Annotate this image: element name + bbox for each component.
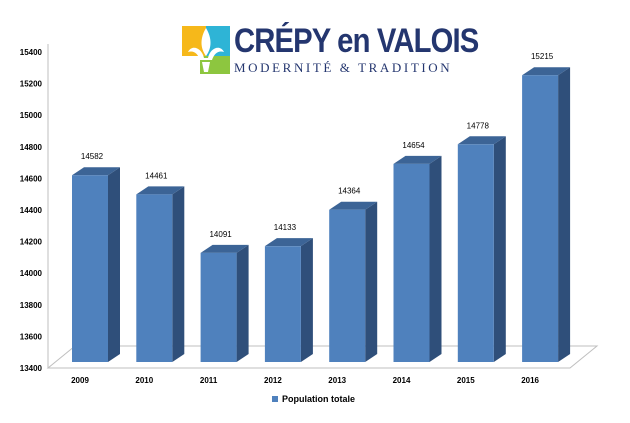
data-label: 14582 bbox=[81, 152, 104, 161]
y-tick-label: 14000 bbox=[20, 269, 43, 278]
data-label: 14364 bbox=[338, 187, 361, 196]
data-label: 14091 bbox=[209, 230, 232, 239]
fleur-de-lis-icon bbox=[182, 26, 230, 74]
bar-top bbox=[329, 201, 378, 210]
data-label: 14461 bbox=[145, 171, 168, 180]
data-label: 14133 bbox=[274, 223, 297, 232]
logo-subtitle: MODERNITÉ & TRADITION bbox=[234, 60, 453, 75]
bar-top bbox=[72, 167, 120, 176]
y-tick-label: 13600 bbox=[20, 332, 43, 341]
bar-side bbox=[365, 201, 378, 362]
y-tick-label: 15400 bbox=[20, 48, 43, 57]
x-tick-label: 2015 bbox=[457, 376, 475, 385]
y-tick-label: 13400 bbox=[20, 364, 43, 373]
bar bbox=[264, 246, 301, 362]
x-tick-label: 2010 bbox=[135, 376, 153, 385]
bar bbox=[522, 75, 559, 362]
x-tick-label: 2012 bbox=[264, 376, 282, 385]
bar bbox=[136, 194, 173, 362]
bar-side bbox=[108, 167, 120, 362]
legend-swatch bbox=[272, 396, 278, 402]
bar bbox=[72, 175, 108, 362]
y-tick-label: 14800 bbox=[20, 143, 43, 152]
y-tick-label: 14400 bbox=[20, 206, 43, 215]
bar bbox=[393, 163, 430, 362]
bar bbox=[457, 144, 494, 362]
bar bbox=[200, 252, 237, 362]
bar-side bbox=[493, 136, 506, 362]
x-tick-label: 2013 bbox=[328, 376, 346, 385]
data-label: 14654 bbox=[402, 141, 425, 150]
bar-side bbox=[558, 67, 571, 362]
x-tick-label: 2009 bbox=[71, 376, 89, 385]
data-label: 15215 bbox=[531, 52, 554, 61]
bar-top bbox=[136, 186, 185, 195]
logo-title: CRÉPY en VALOIS bbox=[234, 22, 479, 60]
logo: CRÉPY en VALOIS MODERNITÉ & TRADITION bbox=[182, 22, 479, 75]
y-tick-label: 15200 bbox=[20, 80, 43, 89]
y-tick-label: 13800 bbox=[20, 301, 43, 310]
legend: Population totale bbox=[272, 394, 355, 404]
y-tick-label: 14600 bbox=[20, 174, 43, 183]
bar-side bbox=[172, 186, 185, 362]
bar bbox=[329, 209, 366, 362]
bar-side bbox=[429, 155, 442, 362]
bar-side bbox=[236, 244, 249, 362]
y-tick-label: 15000 bbox=[20, 111, 43, 120]
bar-top bbox=[264, 238, 313, 247]
x-tick-label: 2016 bbox=[521, 376, 539, 385]
bar-top bbox=[522, 67, 571, 76]
bar-top bbox=[393, 155, 442, 164]
y-tick-label: 14200 bbox=[20, 238, 43, 247]
x-tick-label: 2014 bbox=[393, 376, 411, 385]
bar-top bbox=[457, 136, 506, 145]
x-tick-label: 2011 bbox=[200, 376, 218, 385]
floor bbox=[46, 345, 599, 369]
bar-top bbox=[200, 244, 249, 253]
legend-label: Population totale bbox=[282, 394, 355, 404]
data-label: 14778 bbox=[467, 121, 490, 130]
bar-side bbox=[300, 238, 313, 362]
